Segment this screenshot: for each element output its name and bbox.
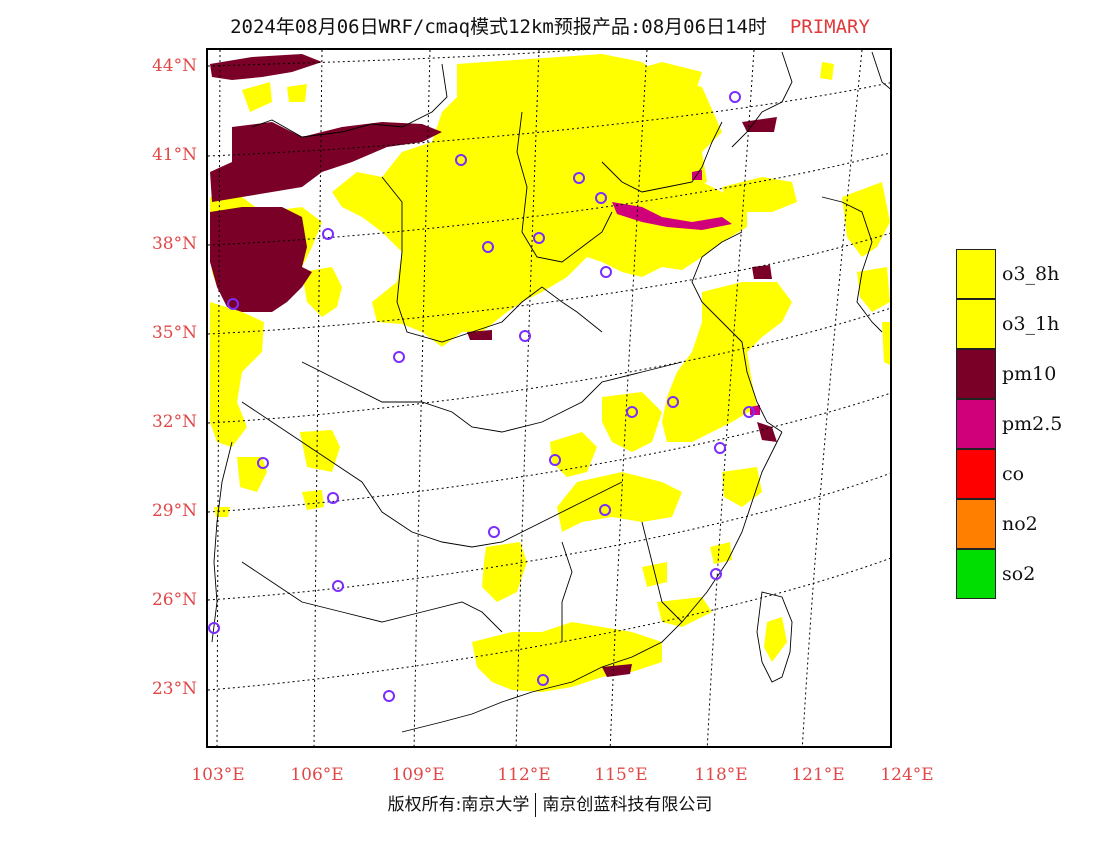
station-markers — [208, 91, 755, 702]
lat-label-41: 41°N — [151, 145, 197, 165]
title-tag: PRIMARY — [789, 16, 870, 38]
lon-label-103: 103°E — [191, 765, 245, 785]
lon-label-106: 106°E — [290, 765, 344, 785]
legend-label: o3_8h — [1002, 263, 1060, 285]
legend-label: pm2.5 — [1002, 413, 1063, 435]
legend-item-co: co — [956, 449, 1100, 499]
lon-label-115: 115°E — [594, 765, 648, 785]
lat-label-29: 29°N — [151, 501, 197, 521]
lat-label-26: 26°N — [151, 590, 197, 610]
lon-label-121: 121°E — [791, 765, 845, 785]
legend-label: so2 — [1002, 563, 1036, 585]
lat-label-23: 23°N — [151, 679, 197, 699]
copyright-footer: 版权所有:南京大学 南京创蓝科技有限公司 — [0, 790, 1100, 817]
lon-label-112: 112°E — [497, 765, 551, 785]
legend-label: pm10 — [1002, 363, 1057, 385]
legend-swatch — [956, 549, 996, 599]
legend-swatch — [956, 299, 996, 349]
title-main: 2024年08月06日WRF/cmaq模式12km预报产品:08月06日14时 — [230, 16, 767, 38]
lat-label-35: 35°N — [151, 323, 197, 343]
legend-swatch — [956, 349, 996, 399]
lon-label-124: 124°E — [880, 765, 934, 785]
legend-item-pm25: pm2.5 — [956, 399, 1100, 449]
map-panel[interactable] — [206, 48, 892, 748]
legend-swatch — [956, 399, 996, 449]
lat-label-44: 44°N — [151, 56, 197, 76]
legend-label: o3_1h — [1002, 313, 1060, 335]
copyright-owner: 版权所有:南京大学 — [387, 795, 530, 815]
map-title: 2024年08月06日WRF/cmaq模式12km预报产品:08月06日14时 … — [0, 12, 1100, 39]
legend-swatch — [956, 449, 996, 499]
legend-swatch — [956, 249, 996, 299]
legend-item-no2: no2 — [956, 499, 1100, 549]
lon-label-118: 118°E — [694, 765, 748, 785]
legend-item-o3-1h: o3_1h — [956, 299, 1100, 349]
copyright-divider — [535, 793, 537, 817]
pm10-coverage — [210, 54, 777, 677]
lon-label-109: 109°E — [391, 765, 445, 785]
legend-item-o3-8h: o3_8h — [956, 249, 1100, 299]
lat-label-32: 32°N — [151, 412, 197, 432]
copyright-company: 南京创蓝科技有限公司 — [542, 795, 713, 815]
lat-label-38: 38°N — [151, 234, 197, 254]
legend-item-so2: so2 — [956, 549, 1100, 599]
map-canvas — [208, 50, 890, 746]
legend-label: co — [1002, 463, 1025, 485]
legend-swatch — [956, 499, 996, 549]
legend-item-pm10: pm10 — [956, 349, 1100, 399]
legend-label: no2 — [1002, 513, 1038, 535]
boundaries — [211, 51, 890, 733]
